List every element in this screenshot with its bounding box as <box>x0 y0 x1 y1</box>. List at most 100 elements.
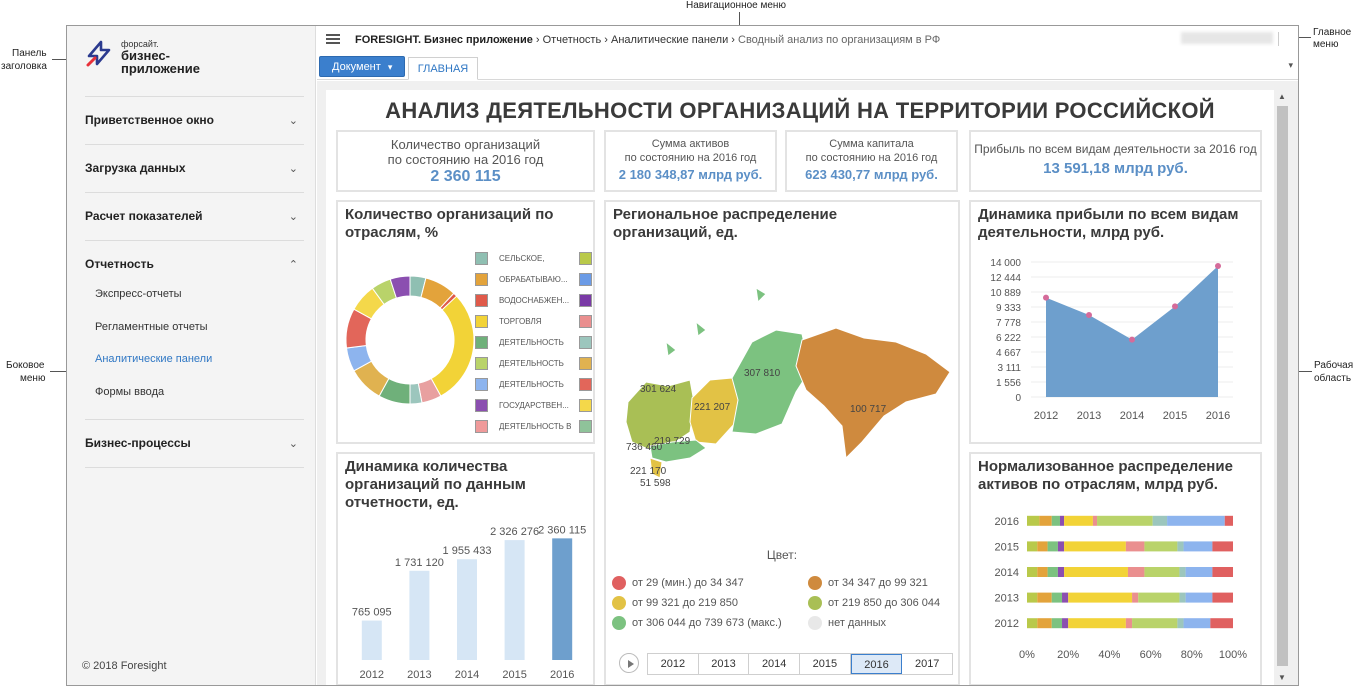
bar-segment <box>1212 541 1233 552</box>
legend-swatch <box>579 420 592 433</box>
widget-org-count-dynamics: Динамика количества организаций по данным… <box>336 452 595 685</box>
map-region-south <box>649 439 707 463</box>
bar-segment <box>1037 567 1048 577</box>
user-name[interactable] <box>1181 32 1273 44</box>
divider <box>85 144 304 145</box>
legend-label: ВОДОСНАБЖЕН... <box>499 296 570 305</box>
legend-label: СЕЛЬСКОЕ, <box>499 254 545 263</box>
copyright: © 2018 Foresight <box>82 660 167 672</box>
scroll-up-icon[interactable]: ▲ <box>1278 92 1286 101</box>
y-tick-label: 1 556 <box>996 378 1021 389</box>
breadcrumb-analytic-panels[interactable]: Аналитические панели <box>611 34 729 46</box>
widget-regional-map: Региональное распределение организаций, е… <box>604 200 960 685</box>
area-series <box>1046 265 1218 397</box>
scroll-down-icon[interactable]: ▼ <box>1278 673 1286 682</box>
sidebar-section-reporting[interactable]: Отчетность ⌃ <box>85 257 298 271</box>
year-button[interactable]: 2013 <box>699 654 750 674</box>
sidebar-item-express-reports[interactable]: Экспресс-отчеты <box>95 288 182 300</box>
widget-profit-dynamics: Динамика прибыли по всем видам деятельнос… <box>969 200 1262 444</box>
hamburger-menu-icon[interactable] <box>326 34 340 44</box>
bar-segment <box>1037 618 1052 629</box>
normalized-stacked-chart: 2016 2015 2014 2013 2012 0% 20% 40% 60% 80% 100% <box>995 515 1247 661</box>
data-label: 765 095 <box>352 607 392 619</box>
x-tick-label: 2016 <box>550 669 574 681</box>
year-button[interactable]: 2014 <box>749 654 801 674</box>
legend-swatch <box>579 336 592 349</box>
y-tick-label: 14 000 <box>990 258 1021 269</box>
sidebar-section-data-load[interactable]: Загрузка данных ⌄ <box>85 161 298 175</box>
collapse-ribbon-icon[interactable]: ▾ <box>1288 60 1293 70</box>
tab-main[interactable]: ГЛАВНАЯ <box>408 57 478 80</box>
donut-slice <box>389 275 411 299</box>
bar-segment <box>1039 515 1052 526</box>
bar-segment <box>1064 541 1126 552</box>
legend-swatch <box>808 616 822 630</box>
map-region-north-islands <box>665 287 767 357</box>
data-point <box>1043 294 1049 301</box>
bar-segment <box>1059 515 1065 526</box>
widget-title: Динамика количества организаций по данным… <box>345 458 526 511</box>
legend-swatch <box>808 576 822 590</box>
legend-label: ДЕЯТЕЛЬНОСТЬ <box>499 359 564 368</box>
play-icon <box>628 660 634 668</box>
annotation-main-menu-2: меню <box>1313 39 1339 50</box>
sidebar-section-welcome[interactable]: Приветственное окно ⌄ <box>85 113 298 127</box>
bar-segment <box>1051 592 1063 603</box>
x-tick-label: 60% <box>1140 649 1162 661</box>
legend-swatch <box>579 378 592 391</box>
divider <box>85 192 304 193</box>
year-button-selected[interactable]: 2016 <box>850 654 903 674</box>
bar-segment <box>1224 515 1233 526</box>
annotation-line <box>1290 371 1312 372</box>
bar-segment <box>1097 515 1153 526</box>
legend-swatch <box>579 315 592 328</box>
x-tick-label: 2012 <box>1034 410 1058 422</box>
breadcrumb-reporting[interactable]: Отчетность <box>542 34 602 46</box>
y-tick-label: 2014 <box>995 567 1019 579</box>
bar-segment <box>1167 515 1225 526</box>
chevron-down-icon: ⌄ <box>288 163 298 175</box>
bar-segment <box>1144 541 1178 552</box>
kpi-capital: Сумма капитала по состоянию на 2016 год … <box>785 130 958 192</box>
sidebar-item-input-forms[interactable]: Формы ввода <box>95 386 165 398</box>
chevron-down-icon: ⌄ <box>288 211 298 223</box>
sidebar-item-regulated-reports[interactable]: Регламентные отчеты <box>95 321 208 333</box>
bar-segment <box>1062 618 1069 629</box>
legend-label: ТОРГОВЛЯ <box>499 317 542 326</box>
annotation-work-area: Рабочая <box>1314 360 1354 371</box>
scrollbar-thumb[interactable] <box>1277 106 1288 666</box>
annotation-line <box>50 371 77 372</box>
russia-map[interactable]: 301 624 221 207 307 810 100 717 219 729 … <box>606 282 958 542</box>
sidebar: форсайт. бизнес-приложение Приветственно… <box>67 26 316 685</box>
annotation-side-menu: Боковое <box>6 360 45 371</box>
y-tick-label: 2013 <box>995 593 1019 605</box>
widget-title: Количество организаций по отраслям, % <box>345 206 554 241</box>
kpi-value: 2 360 115 <box>430 168 501 185</box>
legend-swatch <box>612 616 626 630</box>
breadcrumb-separator: › <box>535 34 540 46</box>
bar-segment <box>1177 618 1184 629</box>
widget-org-by-industry: Количество организаций по отраслям, % СЕЛ… <box>336 200 595 444</box>
sidebar-section-calc[interactable]: Расчет показателей ⌄ <box>85 209 298 223</box>
legend-label: от 34 347 до 99 321 <box>828 577 928 589</box>
vertical-scrollbar[interactable]: ▲ ▼ <box>1275 90 1290 685</box>
x-tick-label: 100% <box>1219 649 1247 661</box>
kpi-label: по состоянию на 2016 год <box>805 152 938 164</box>
annotation-header-panel-2: заголовка <box>1 61 47 72</box>
year-button[interactable]: 2015 <box>800 654 851 674</box>
legend-swatch <box>475 336 488 349</box>
year-button[interactable]: 2017 <box>914 658 940 670</box>
breadcrumb-app[interactable]: FORESIGHT. Бизнес приложение <box>355 34 533 46</box>
sidebar-section-business-processes[interactable]: Бизнес-процессы ⌄ <box>85 436 298 450</box>
widget-title: Нормализованное распределение активов по … <box>978 458 1233 493</box>
legend-swatch <box>579 252 592 265</box>
logo[interactable]: форсайт. бизнес-приложение <box>85 36 265 80</box>
year-button[interactable]: 2012 <box>648 654 699 674</box>
y-tick-label: 6 222 <box>996 333 1021 344</box>
play-button[interactable] <box>619 653 639 673</box>
data-label: 2 326 276 <box>490 526 539 538</box>
legend-swatch <box>475 273 488 286</box>
legend-swatch <box>612 576 626 590</box>
sidebar-item-analytic-panels[interactable]: Аналитические панели <box>95 353 213 365</box>
document-menu-button[interactable]: Документ ▾ <box>319 56 405 77</box>
